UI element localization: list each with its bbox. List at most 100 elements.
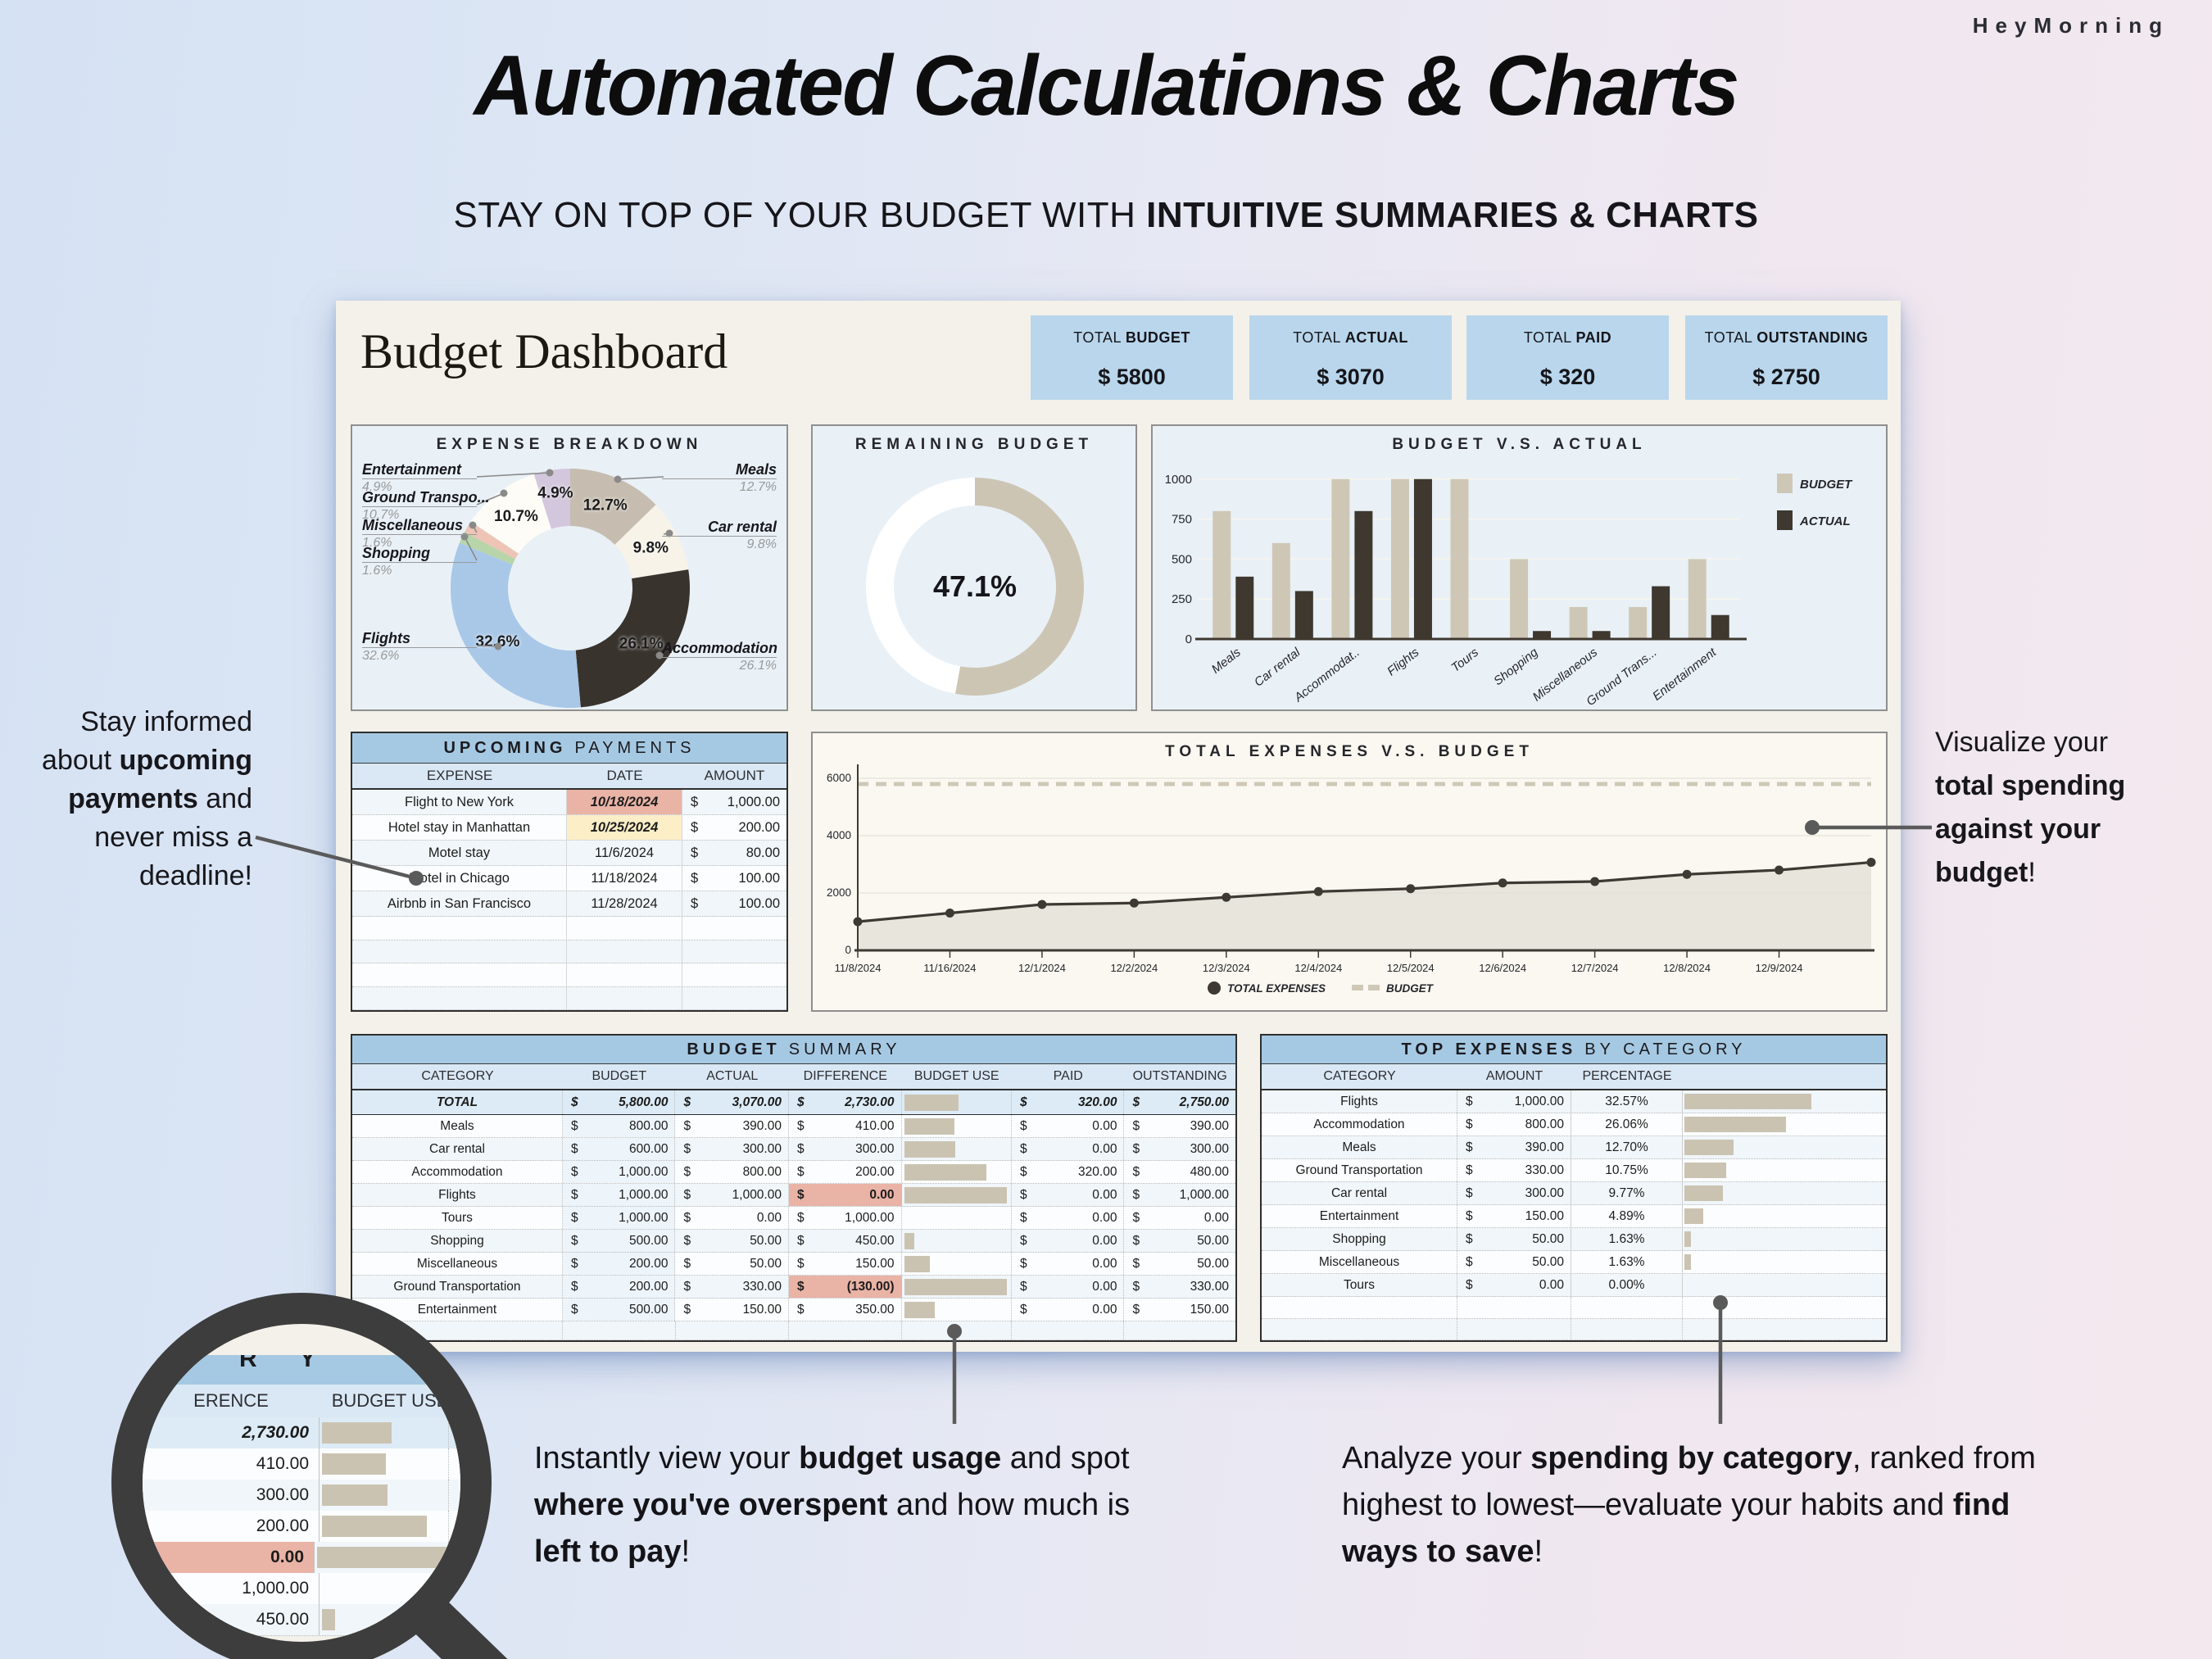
table-row[interactable]: Entertainment $500.00 $150.00 $350.00 $0.00 $… bbox=[352, 1299, 1235, 1321]
cell-paid[interactable]: $0.00 bbox=[1012, 1115, 1125, 1137]
cell-actual[interactable]: $300.00 bbox=[675, 1138, 789, 1160]
cell-amount[interactable]: $300.00 bbox=[1457, 1182, 1571, 1204]
cell-difference[interactable]: $300.00 bbox=[789, 1138, 902, 1160]
cell-category[interactable]: Shopping bbox=[352, 1230, 563, 1252]
cell-category[interactable]: Accommodation bbox=[352, 1161, 563, 1183]
cell-actual[interactable]: $50.00 bbox=[675, 1230, 789, 1252]
cell-category[interactable]: Flights bbox=[1262, 1090, 1457, 1113]
cell-difference[interactable]: $200.00 bbox=[789, 1161, 902, 1183]
cell-difference[interactable]: $150.00 bbox=[789, 1253, 902, 1275]
cell-percentage[interactable]: 12.70% bbox=[1571, 1136, 1683, 1158]
table-row-empty[interactable] bbox=[352, 917, 786, 941]
cell-percentage[interactable]: 1.63% bbox=[1571, 1228, 1683, 1250]
kpi-card[interactable]: TOTAL PAID $ 320 bbox=[1466, 315, 1669, 400]
cell-expense[interactable]: Hotel stay in Manhattan bbox=[352, 815, 567, 840]
cell-category[interactable]: Tours bbox=[1262, 1274, 1457, 1296]
table-row[interactable]: Ground Transportation $200.00 $330.00 $ (130… bbox=[352, 1276, 1235, 1299]
cell-outstanding[interactable]: $150.00 bbox=[1124, 1299, 1235, 1321]
cell-percentage[interactable]: 10.75% bbox=[1571, 1159, 1683, 1181]
table-row[interactable]: Flights $1,000.00 32.57% bbox=[1262, 1090, 1886, 1113]
cell-bar[interactable] bbox=[1683, 1136, 1886, 1158]
cell-bar[interactable] bbox=[1683, 1159, 1886, 1181]
cell-amount[interactable]: $150.00 bbox=[1457, 1205, 1571, 1227]
table-row[interactable]: Meals $390.00 12.70% bbox=[1262, 1136, 1886, 1159]
cell-amount[interactable]: $1,000.00 bbox=[682, 790, 786, 814]
table-row[interactable]: Meals $800.00 $390.00 $410.00 $0.00 $390.00 bbox=[352, 1115, 1235, 1138]
cell-category[interactable]: Meals bbox=[1262, 1136, 1457, 1158]
cell-empty[interactable] bbox=[352, 986, 567, 1009]
cell-budget-use[interactable] bbox=[902, 1184, 1012, 1206]
cell-amount[interactable]: $100.00 bbox=[682, 891, 786, 916]
cell-percentage[interactable]: 1.63% bbox=[1571, 1251, 1683, 1273]
table-row[interactable]: Flight to New York 10/18/2024 $1,000.00 bbox=[352, 790, 786, 815]
cell-category[interactable]: Tours bbox=[352, 1207, 563, 1229]
cell-paid[interactable]: $0.00 bbox=[1012, 1276, 1125, 1298]
cell-empty[interactable] bbox=[676, 1321, 790, 1339]
cell-paid[interactable]: $0.00 bbox=[1012, 1230, 1125, 1252]
cell-empty[interactable] bbox=[682, 917, 786, 940]
cell-empty[interactable] bbox=[789, 1321, 902, 1339]
cell-bar[interactable] bbox=[1683, 1205, 1886, 1227]
table-row-empty[interactable] bbox=[1262, 1318, 1886, 1340]
cell-budget-use[interactable] bbox=[902, 1115, 1012, 1137]
table-row[interactable]: Accommodation $1,000.00 $800.00 $200.00 $320… bbox=[352, 1161, 1235, 1184]
cell-empty[interactable] bbox=[682, 963, 786, 986]
cell-budget-use[interactable] bbox=[902, 1138, 1012, 1160]
cell-paid[interactable]: $320.00 bbox=[1012, 1090, 1125, 1114]
cell-category[interactable]: Shopping bbox=[1262, 1228, 1457, 1250]
cell-amount[interactable]: $0.00 bbox=[1457, 1274, 1571, 1296]
cell-bar[interactable] bbox=[1683, 1182, 1886, 1204]
cell-empty[interactable] bbox=[1571, 1297, 1683, 1318]
table-row[interactable]: Tours $0.00 0.00% bbox=[1262, 1274, 1886, 1297]
cell-empty[interactable] bbox=[1124, 1321, 1235, 1339]
cell-outstanding[interactable]: $480.00 bbox=[1124, 1161, 1235, 1183]
cell-actual[interactable]: $330.00 bbox=[675, 1276, 789, 1298]
cell-date[interactable]: 10/25/2024 bbox=[567, 815, 682, 840]
table-row[interactable]: Accommodation $800.00 26.06% bbox=[1262, 1113, 1886, 1136]
table-row[interactable]: Flights $1,000.00 $1,000.00 $0.00 $0.00 $1,00… bbox=[352, 1184, 1235, 1207]
cell-date[interactable]: 11/6/2024 bbox=[567, 841, 682, 865]
cell-empty[interactable] bbox=[1683, 1319, 1886, 1340]
cell-paid[interactable]: $0.00 bbox=[1012, 1138, 1125, 1160]
cell-difference[interactable]: $1,000.00 bbox=[789, 1207, 902, 1229]
cell-budget-use[interactable] bbox=[902, 1090, 1012, 1114]
cell-percentage[interactable]: 32.57% bbox=[1571, 1090, 1683, 1113]
cell-percentage[interactable]: 0.00% bbox=[1571, 1274, 1683, 1296]
cell-actual[interactable]: $390.00 bbox=[675, 1115, 789, 1137]
cell-budget-use[interactable] bbox=[902, 1230, 1012, 1252]
cell-category[interactable]: Miscellaneous bbox=[1262, 1251, 1457, 1273]
cell-empty[interactable] bbox=[682, 987, 786, 1010]
cell-empty[interactable] bbox=[682, 941, 786, 963]
cell-paid[interactable]: $0.00 bbox=[1012, 1184, 1125, 1206]
cell-empty[interactable] bbox=[352, 940, 567, 963]
cell-amount[interactable]: $800.00 bbox=[1457, 1113, 1571, 1135]
cell-date[interactable]: 11/28/2024 bbox=[567, 891, 682, 916]
cell-category[interactable]: Accommodation bbox=[1262, 1113, 1457, 1135]
cell-budget[interactable]: $600.00 bbox=[562, 1138, 676, 1160]
table-row[interactable]: Shopping $500.00 $50.00 $450.00 $0.00 $50.00 bbox=[352, 1230, 1235, 1253]
cell-budget-use[interactable] bbox=[902, 1299, 1012, 1321]
cell-budget[interactable]: $500.00 bbox=[562, 1230, 676, 1252]
cell-amount[interactable]: $50.00 bbox=[1457, 1251, 1571, 1273]
cell-category[interactable]: Entertainment bbox=[352, 1299, 563, 1321]
cell-difference[interactable]: $410.00 bbox=[789, 1115, 902, 1137]
cell-difference[interactable]: $350.00 bbox=[789, 1299, 902, 1321]
cell-outstanding[interactable]: $330.00 bbox=[1124, 1276, 1235, 1298]
cell-amount[interactable]: $330.00 bbox=[1457, 1159, 1571, 1181]
cell-paid[interactable]: $0.00 bbox=[1012, 1299, 1125, 1321]
cell-empty[interactable] bbox=[352, 963, 567, 986]
cell-category[interactable]: Ground Transportation bbox=[1262, 1159, 1457, 1181]
table-row[interactable]: Motel stay 11/6/2024 $80.00 bbox=[352, 841, 786, 866]
cell-budget[interactable]: $5,800.00 bbox=[563, 1090, 676, 1114]
cell-bar[interactable] bbox=[1683, 1228, 1886, 1250]
cell-actual[interactable]: $50.00 bbox=[675, 1253, 789, 1275]
cell-budget[interactable]: $800.00 bbox=[562, 1115, 676, 1137]
cell-empty[interactable] bbox=[1683, 1297, 1886, 1318]
table-row-empty[interactable] bbox=[352, 986, 786, 1010]
cell-bar[interactable] bbox=[1683, 1113, 1886, 1135]
cell-actual[interactable]: $150.00 bbox=[675, 1299, 789, 1321]
cell-category[interactable]: TOTAL bbox=[352, 1090, 563, 1114]
cell-expense[interactable]: Airbnb in San Francisco bbox=[352, 891, 567, 916]
cell-empty[interactable] bbox=[567, 940, 682, 963]
cell-paid[interactable]: $320.00 bbox=[1012, 1161, 1125, 1183]
